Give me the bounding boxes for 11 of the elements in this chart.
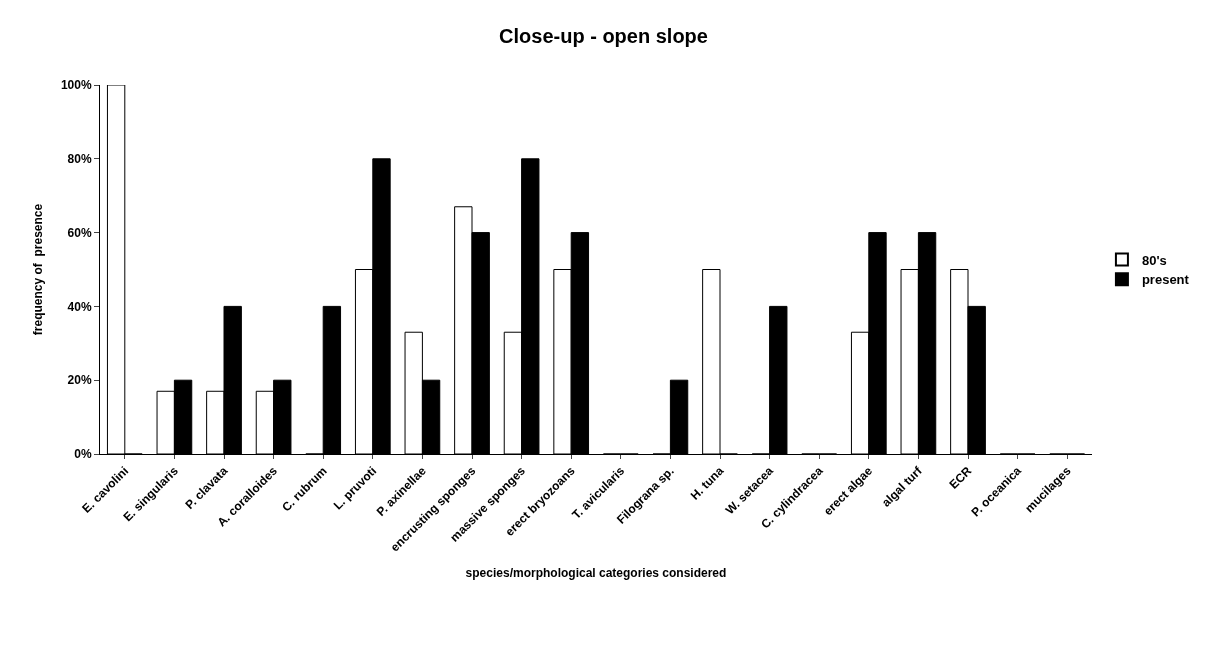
legend-label: present: [1141, 272, 1190, 288]
y-tick-label: 80%: [67, 152, 92, 166]
y-tick-label: 0%: [74, 447, 92, 462]
x-axis-title: species/morphological categories considered: [465, 566, 727, 581]
y-tick-label: 100%: [60, 78, 92, 93]
y-tick-label: 20%: [67, 373, 92, 388]
y-tick-label: 60%: [67, 225, 92, 240]
y-axis-title: frequency of presence: [31, 203, 46, 336]
y-tick-label: 40%: [67, 299, 92, 314]
chart-title: Close-up - open slope: [499, 25, 708, 48]
legend-label: 80's: [1141, 252, 1167, 268]
